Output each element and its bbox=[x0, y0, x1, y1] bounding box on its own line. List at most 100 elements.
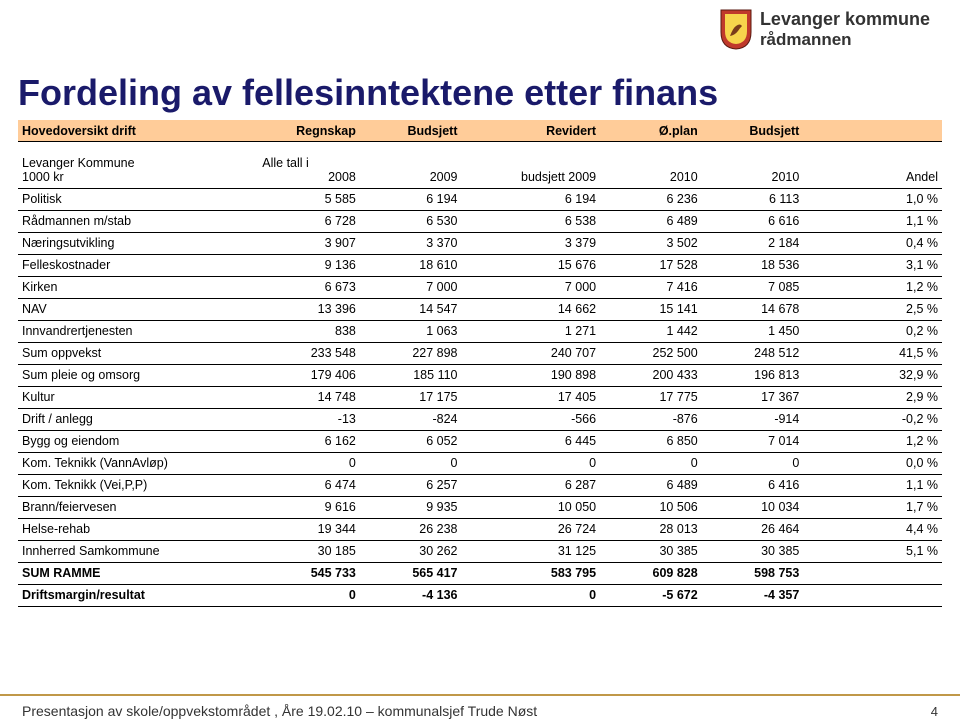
row-value: 6 194 bbox=[462, 188, 601, 210]
row-value: 3 379 bbox=[462, 232, 601, 254]
row-value: 609 828 bbox=[600, 562, 702, 584]
row-value: 3 907 bbox=[258, 232, 360, 254]
row-label: Driftsmargin/resultat bbox=[18, 584, 258, 606]
org-text: Levanger kommune rådmannen bbox=[760, 9, 930, 49]
row-value bbox=[803, 584, 942, 606]
row-value: 10 034 bbox=[702, 496, 804, 518]
table-row: Felleskostnader9 13618 61015 67617 52818… bbox=[18, 254, 942, 276]
subhead-c1: 2008 bbox=[328, 170, 356, 184]
row-value: 545 733 bbox=[258, 562, 360, 584]
row-value: -4 136 bbox=[360, 584, 462, 606]
subhead-c4: 2010 bbox=[600, 142, 702, 189]
row-value: 1 450 bbox=[702, 320, 804, 342]
row-value: 10 050 bbox=[462, 496, 601, 518]
row-value: 18 536 bbox=[702, 254, 804, 276]
row-value: 248 512 bbox=[702, 342, 804, 364]
table-subheader-row: Levanger Kommune 1000 kr Alle tall i 200… bbox=[18, 142, 942, 189]
row-value: 196 813 bbox=[702, 364, 804, 386]
subhead-c3: budsjett 2009 bbox=[462, 142, 601, 189]
row-value: 252 500 bbox=[600, 342, 702, 364]
row-value: 0 bbox=[600, 452, 702, 474]
row-value: 17 528 bbox=[600, 254, 702, 276]
budget-table: Hovedoversikt drift Regnskap Budsjett Re… bbox=[18, 120, 942, 607]
table-row: NAV13 39614 54714 66215 14114 6782,5 % bbox=[18, 298, 942, 320]
row-value: 7 014 bbox=[702, 430, 804, 452]
row-label: Sum pleie og omsorg bbox=[18, 364, 258, 386]
row-value: 598 753 bbox=[702, 562, 804, 584]
page-title: Fordeling av fellesinntektene etter fina… bbox=[18, 72, 718, 114]
row-value: 26 238 bbox=[360, 518, 462, 540]
table-row: Sum oppvekst233 548227 898240 707252 500… bbox=[18, 342, 942, 364]
subhead-c5: 2010 bbox=[702, 142, 804, 189]
row-value: 14 662 bbox=[462, 298, 601, 320]
col-header-budsjett2: Budsjett bbox=[702, 120, 804, 142]
table-row: Innvandrertjenesten8381 0631 2711 4421 4… bbox=[18, 320, 942, 342]
col-header-budsjett: Budsjett bbox=[360, 120, 462, 142]
table-row: Driftsmargin/resultat0-4 1360-5 672-4 35… bbox=[18, 584, 942, 606]
row-label: Drift / anlegg bbox=[18, 408, 258, 430]
row-value: 6 162 bbox=[258, 430, 360, 452]
row-value: 185 110 bbox=[360, 364, 462, 386]
row-value: 565 417 bbox=[360, 562, 462, 584]
subhead-note-cell: Alle tall i 2008 bbox=[258, 142, 360, 189]
col-header-regnskap: Regnskap bbox=[258, 120, 360, 142]
row-value: 26 724 bbox=[462, 518, 601, 540]
row-value: 18 610 bbox=[360, 254, 462, 276]
row-value: 2,5 % bbox=[803, 298, 942, 320]
row-value: 6 489 bbox=[600, 474, 702, 496]
row-value: 3 370 bbox=[360, 232, 462, 254]
row-value: 0 bbox=[462, 584, 601, 606]
row-value: 30 185 bbox=[258, 540, 360, 562]
row-value: 30 385 bbox=[702, 540, 804, 562]
row-value: 6 616 bbox=[702, 210, 804, 232]
row-value: 0,4 % bbox=[803, 232, 942, 254]
row-value: 15 141 bbox=[600, 298, 702, 320]
org-line-1: Levanger kommune bbox=[760, 9, 930, 30]
row-value: 0 bbox=[462, 452, 601, 474]
budget-table-container: Hovedoversikt drift Regnskap Budsjett Re… bbox=[18, 120, 942, 607]
row-value: 1 271 bbox=[462, 320, 601, 342]
row-label: Politisk bbox=[18, 188, 258, 210]
row-value: 15 676 bbox=[462, 254, 601, 276]
row-value: 838 bbox=[258, 320, 360, 342]
table-row: Brann/feiervesen9 6169 93510 05010 50610… bbox=[18, 496, 942, 518]
row-value: -4 357 bbox=[702, 584, 804, 606]
row-label: Næringsutvikling bbox=[18, 232, 258, 254]
row-value: 26 464 bbox=[702, 518, 804, 540]
row-value: 9 616 bbox=[258, 496, 360, 518]
row-value: 0 bbox=[702, 452, 804, 474]
row-value: 28 013 bbox=[600, 518, 702, 540]
row-value: 6 287 bbox=[462, 474, 601, 496]
row-value: 32,9 % bbox=[803, 364, 942, 386]
row-value: 17 367 bbox=[702, 386, 804, 408]
row-value: 1,7 % bbox=[803, 496, 942, 518]
row-value: 17 775 bbox=[600, 386, 702, 408]
row-label: Kom. Teknikk (VannAvløp) bbox=[18, 452, 258, 474]
row-value: 6 113 bbox=[702, 188, 804, 210]
row-value: 6 474 bbox=[258, 474, 360, 496]
row-value: 1 442 bbox=[600, 320, 702, 342]
row-value: 41,5 % bbox=[803, 342, 942, 364]
row-value: 2,9 % bbox=[803, 386, 942, 408]
row-value: 240 707 bbox=[462, 342, 601, 364]
row-value: 10 506 bbox=[600, 496, 702, 518]
row-value: 227 898 bbox=[360, 342, 462, 364]
row-value: 19 344 bbox=[258, 518, 360, 540]
row-value: -914 bbox=[702, 408, 804, 430]
row-value: 0 bbox=[360, 452, 462, 474]
row-label: Rådmannen m/stab bbox=[18, 210, 258, 232]
col-header-revidert: Revidert bbox=[462, 120, 601, 142]
row-value: 30 262 bbox=[360, 540, 462, 562]
row-value: 1,1 % bbox=[803, 474, 942, 496]
row-value: -0,2 % bbox=[803, 408, 942, 430]
org-header: Levanger kommune rådmannen bbox=[718, 8, 930, 50]
row-value: 1,2 % bbox=[803, 430, 942, 452]
row-value: 0 bbox=[258, 452, 360, 474]
row-value: 6 530 bbox=[360, 210, 462, 232]
row-value: 31 125 bbox=[462, 540, 601, 562]
row-value: 233 548 bbox=[258, 342, 360, 364]
subhead-note: Alle tall i bbox=[262, 156, 309, 170]
row-label: Innherred Samkommune bbox=[18, 540, 258, 562]
table-row: Bygg og eiendom6 1626 0526 4456 8507 014… bbox=[18, 430, 942, 452]
row-value: 7 416 bbox=[600, 276, 702, 298]
